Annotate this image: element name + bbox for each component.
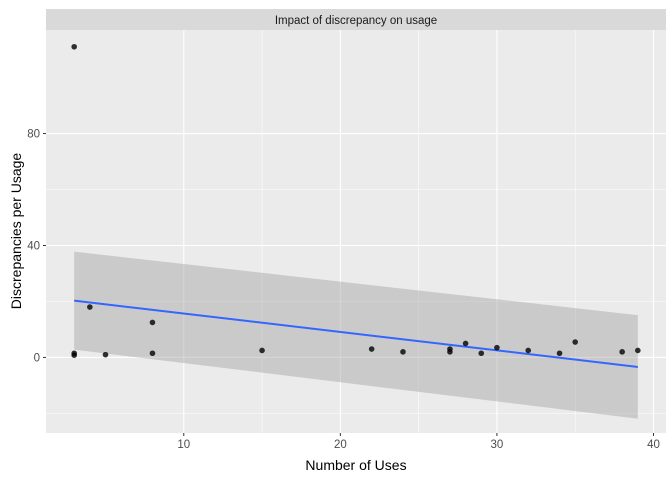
x-tick-label: 10 (177, 439, 190, 451)
data-point (102, 351, 109, 358)
data-point (149, 350, 156, 357)
data-point (478, 350, 485, 357)
panel-background (46, 30, 666, 433)
data-points (71, 43, 641, 358)
data-point (494, 344, 500, 351)
data-point (149, 319, 156, 326)
data-point (572, 339, 578, 345)
data-point (462, 340, 469, 347)
trend-line (74, 299, 638, 368)
x-axis-ticks: 10 20 30 40 (177, 433, 660, 451)
data-point (87, 304, 93, 310)
y-tick-label: 80 (27, 129, 40, 141)
chart-title: Impact of discrepancy on usage (275, 15, 437, 27)
data-point (525, 347, 532, 354)
x-axis-label: Number of Uses (305, 457, 406, 473)
data-point (259, 347, 265, 354)
y-axis-label: Discrepancies per Usage (8, 153, 24, 310)
data-point (400, 349, 406, 355)
data-point (556, 350, 563, 357)
data-point (71, 43, 77, 50)
data-point (447, 346, 453, 352)
y-tick-label: 40 (27, 240, 40, 252)
y-tick-label: 0 (34, 352, 40, 364)
confidence-band (74, 251, 638, 419)
data-point (619, 349, 625, 355)
x-tick-label: 40 (647, 439, 660, 451)
data-point (368, 346, 375, 352)
y-axis-ticks: 0 40 80 (27, 129, 46, 364)
facet-strip (46, 9, 666, 30)
data-point (635, 347, 641, 354)
x-tick-label: 30 (491, 439, 504, 451)
data-point (71, 352, 77, 358)
x-tick-label: 20 (334, 439, 347, 451)
